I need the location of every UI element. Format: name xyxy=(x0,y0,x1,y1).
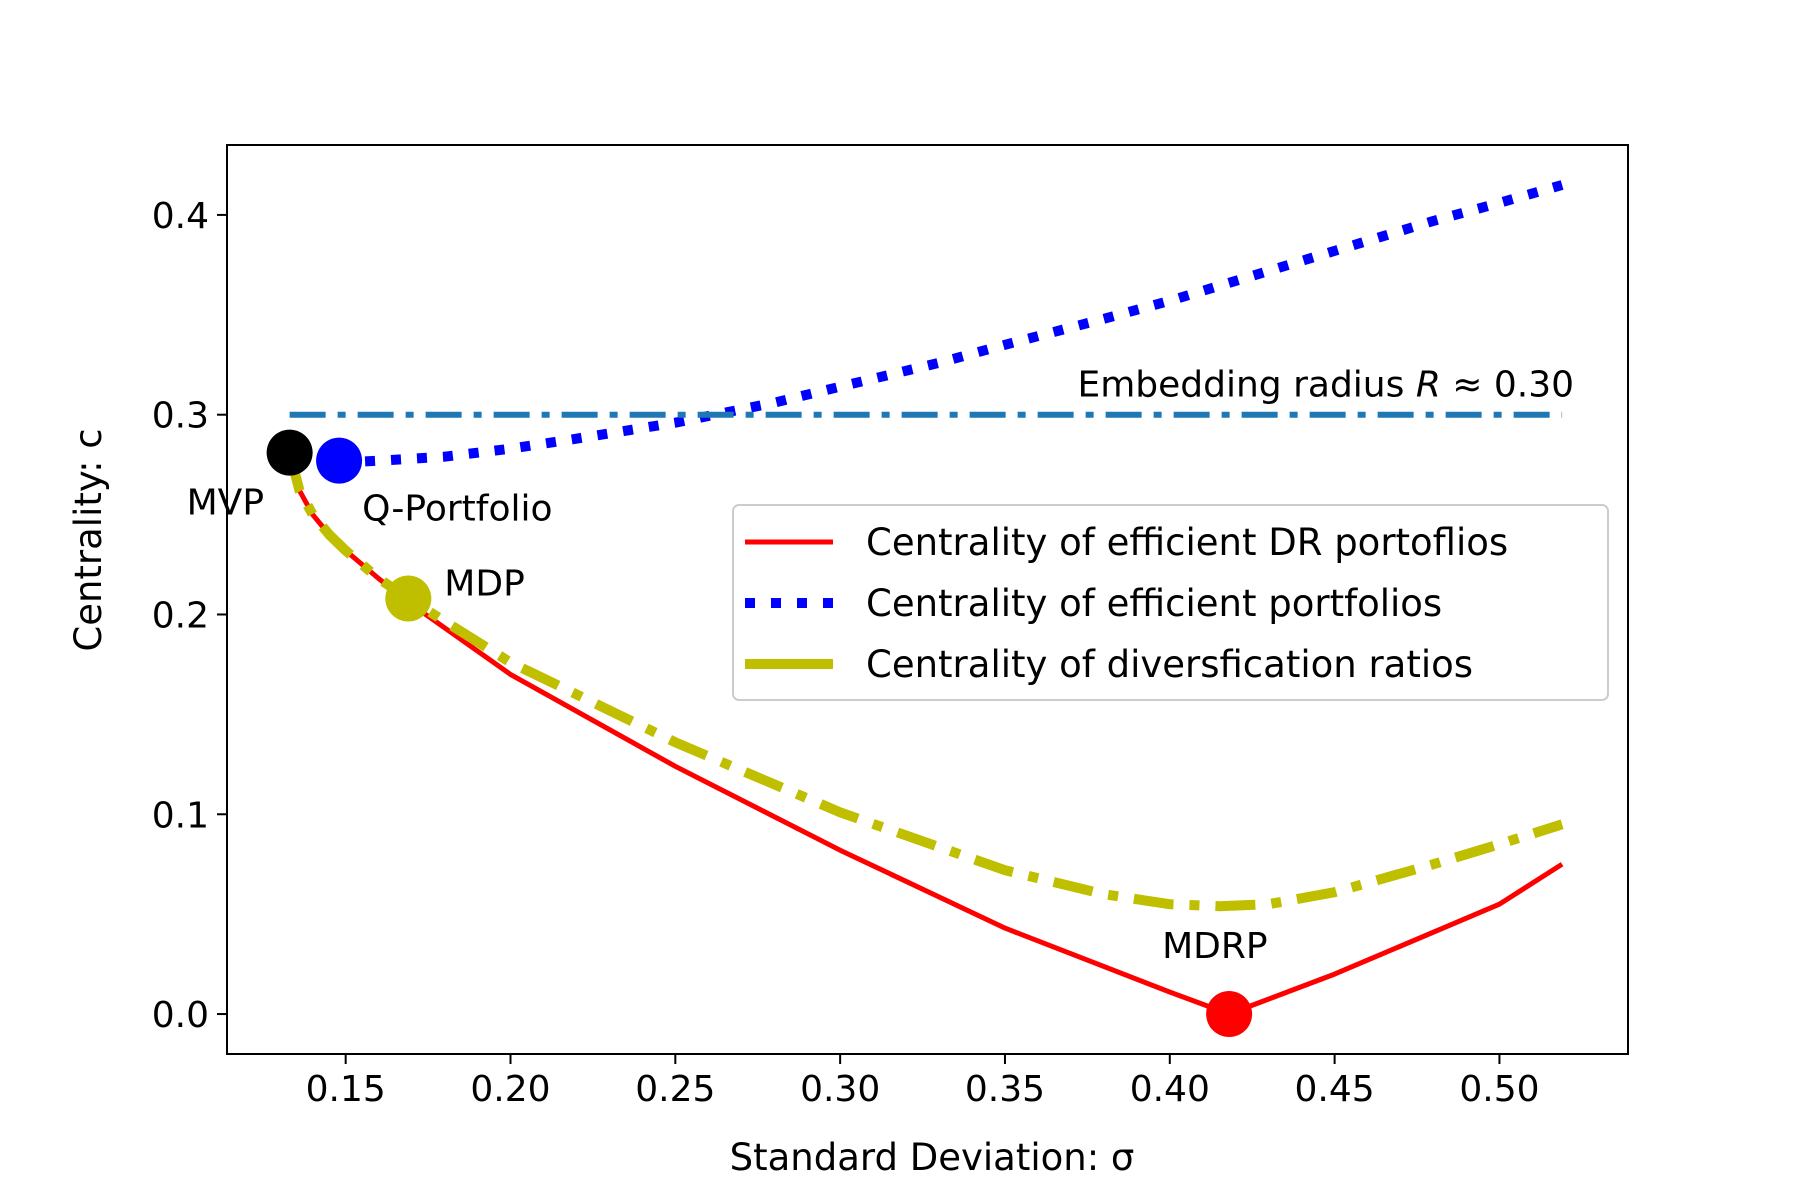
marker-mvp xyxy=(266,429,313,476)
marker-mdp xyxy=(385,575,432,622)
point-label-mvp: MVP xyxy=(187,483,264,524)
legend-box xyxy=(732,504,1609,701)
series-line-0 xyxy=(287,452,1564,1017)
y-tick-label: 0.0 xyxy=(152,995,209,1036)
plot-frame xyxy=(226,144,1629,1055)
x-tick-label: 0.30 xyxy=(800,1069,880,1110)
x-tick-label: 0.45 xyxy=(1295,1069,1375,1110)
series-line-2 xyxy=(284,451,1564,912)
legend: Centrality of efficient DR portoflios Cen… xyxy=(732,504,1609,701)
point-label-mdp: MDP xyxy=(444,564,525,605)
y-tick-label: 0.2 xyxy=(152,595,209,636)
marker-mdrp xyxy=(1206,991,1253,1038)
series-line-1 xyxy=(338,180,1564,468)
y-tick-label: 0.1 xyxy=(152,795,209,836)
x-tick-label: 0.15 xyxy=(306,1069,386,1110)
point-label-mdrp: MDRP xyxy=(1162,926,1268,967)
marker-q-portfolio xyxy=(316,437,363,484)
x-tick-label: 0.20 xyxy=(470,1069,550,1110)
point-label-q-portfolio: Q-Portfolio xyxy=(362,489,552,530)
y-tick-label: 0.3 xyxy=(152,396,209,437)
x-axis-label: Standard Deviation: σ xyxy=(730,1136,1135,1179)
annotations-layer: MVP Q-Portfolio MDP MDRP Embedding radius R … xyxy=(187,365,1574,967)
x-tick-label: 0.50 xyxy=(1459,1069,1539,1110)
legend-label-1: Centrality of efficient portfolios xyxy=(866,582,1442,625)
x-tick-label: 0.40 xyxy=(1130,1069,1210,1110)
legend-label-2: Centrality of diversfication ratios xyxy=(866,643,1473,686)
series-layer xyxy=(284,180,1564,1017)
x-tick-label: 0.35 xyxy=(965,1069,1045,1110)
reference-line-label: Embedding radius R ≈ 0.30 xyxy=(1077,365,1574,406)
points-layer xyxy=(266,429,1253,1038)
y-tick-label: 0.4 xyxy=(152,196,209,237)
legend-label-0: Centrality of efficient DR portoflios xyxy=(866,521,1508,564)
ticks-layer: 0.15 0.20 0.25 0.30 0.35 0.40 0.45 0.50 0.0 0.1 0.… xyxy=(152,196,1540,1110)
y-axis-label: Centrality: c xyxy=(67,428,110,651)
x-tick-label: 0.25 xyxy=(635,1069,715,1110)
